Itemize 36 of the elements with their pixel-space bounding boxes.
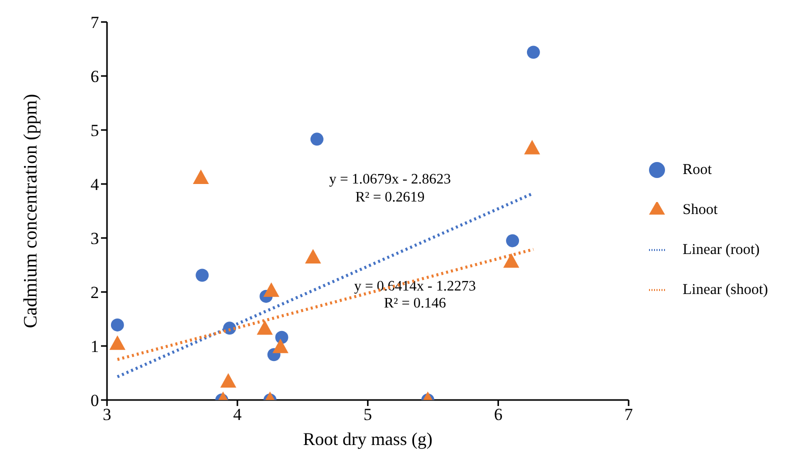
x-axis-title: Root dry mass (g): [303, 429, 433, 449]
point: [109, 335, 126, 350]
x-tick-label: 4: [233, 405, 242, 424]
point: [196, 268, 209, 282]
legend-label: Shoot: [682, 202, 718, 218]
point: [526, 46, 540, 59]
y-tick-label: 1: [90, 337, 99, 356]
y-tick-label: 7: [90, 13, 100, 32]
point: [256, 320, 273, 335]
x-tick-label: 7: [624, 405, 634, 424]
legend-label: Root: [682, 162, 712, 178]
legend-label: Linear (root): [682, 242, 760, 258]
point: [305, 248, 322, 264]
y-tick-label: 6: [90, 67, 99, 86]
annotation: R² = 0.2619: [355, 189, 425, 206]
y-tick-label: 0: [90, 391, 99, 410]
y-axis-title: Cadmium concentration (ppm): [20, 94, 42, 328]
y-tick-label: 4: [90, 175, 100, 194]
y-tick-label: 3: [90, 229, 99, 248]
annotation: R² = 0.146: [384, 295, 446, 312]
y-tick-label: 2: [90, 283, 99, 302]
x-tick-label: 6: [494, 405, 502, 424]
x-tick-label: 5: [364, 405, 372, 424]
point: [310, 132, 324, 146]
x-tick-label: 3: [102, 405, 112, 424]
point: [503, 253, 520, 268]
point: [524, 140, 540, 154]
y-tick-label: 5: [90, 121, 99, 140]
annotation: y = 1.0679x - 2.8623: [329, 171, 451, 188]
point: [220, 373, 236, 388]
point: [192, 170, 209, 184]
point: [110, 318, 124, 332]
point: [263, 282, 280, 297]
point: [272, 338, 288, 354]
point: [506, 234, 520, 248]
legend-label: Linear (shoot): [682, 282, 768, 298]
